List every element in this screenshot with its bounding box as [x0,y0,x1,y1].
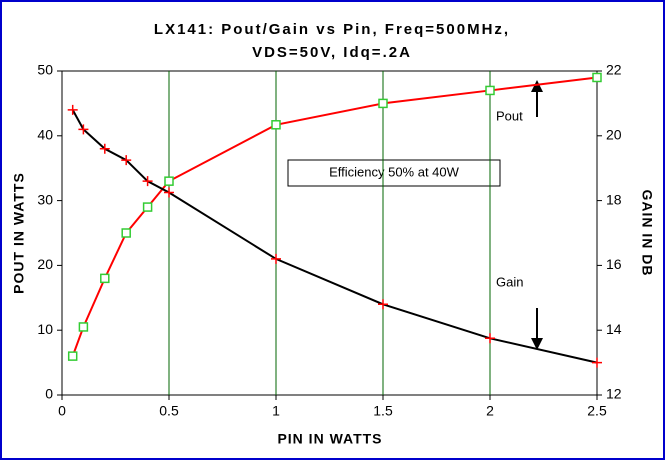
marker [271,253,281,264]
series-line [71,76,598,357]
annotation: Efficiency 50% at 40W [329,164,460,179]
y-tick-label: 50 [37,62,53,78]
y2-tick-label: 18 [606,191,622,207]
marker [592,72,602,83]
y-tick-label: 40 [37,127,53,143]
marker [142,202,153,212]
x-tick-label: 0 [58,403,66,419]
marker [271,120,281,130]
arrow-head [531,338,543,350]
marker [378,299,388,310]
x-tick-label: 1 [272,403,280,419]
marker [121,228,131,238]
x-tick-label: 2.5 [587,403,607,419]
marker [142,176,153,187]
y-tick-label: 0 [45,386,53,402]
series-line [71,109,598,364]
marker [164,187,174,198]
y-tick-label: 20 [37,256,53,272]
plot-area [61,70,598,396]
y-tick-label: 30 [37,191,53,207]
y2-tick-label: 22 [606,62,622,78]
x-tick-label: 2 [486,403,494,419]
y2-tick-label: 16 [606,256,622,272]
marker [99,143,110,154]
marker [485,333,495,344]
y-axis-label: POUT IN WATTS [11,172,27,294]
marker [67,351,78,361]
y2-axis-label: GAIN IN DB [639,190,655,277]
y2-tick-label: 12 [606,386,622,402]
arrow-head [531,80,543,92]
marker [78,124,89,135]
marker [100,273,110,284]
annotation-box [287,159,501,187]
series-label: Gain [496,274,523,289]
y-tick-label: 10 [37,321,53,337]
marker [592,357,602,368]
marker [121,155,132,166]
chart-title: VDS=50V, Idq=.2A [252,44,412,61]
series-label: Pout [496,108,523,123]
marker [485,85,495,96]
y2-tick-label: 20 [606,127,622,143]
x-axis-label: PIN IN WATTS [277,431,382,447]
marker [67,104,78,115]
marker [164,176,174,186]
marker [378,98,388,109]
marker [78,322,89,332]
chart-title: LX141: Pout/Gain vs Pin, Freq=500MHz, [154,21,510,38]
x-tick-label: 0.5 [159,403,179,419]
x-tick-label: 1.5 [373,403,393,419]
y2-tick-label: 14 [606,321,622,337]
